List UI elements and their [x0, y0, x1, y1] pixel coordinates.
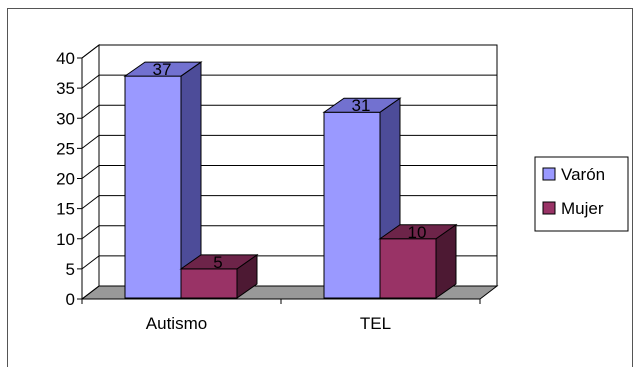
- y-tick-label: 0: [66, 290, 75, 309]
- legend-swatch-mujer: [542, 201, 556, 215]
- y-tick-label: 15: [56, 200, 75, 219]
- bar-top: [378, 224, 458, 240]
- gridline-side: [81, 74, 100, 89]
- gridline-side: [81, 225, 100, 240]
- gridline-side: [81, 134, 100, 149]
- data-label: 10: [408, 223, 427, 242]
- bar-top: [123, 61, 203, 77]
- bar-varon-autismo: [124, 75, 182, 299]
- y-tick-label: 20: [56, 170, 75, 189]
- labels: 37 5 Autismo 31 10 TEL: [146, 60, 427, 333]
- gridline-side: [81, 44, 100, 59]
- bar-mujer-tel: [379, 238, 437, 299]
- data-label: 31: [352, 96, 371, 115]
- chart-frame: 0 5 10 15 20 25 30 35 40 37 5 Autismo 31 10 TEL Varón…: [7, 8, 633, 367]
- gridline-side: [81, 195, 100, 210]
- data-label: 37: [153, 60, 172, 79]
- y-tick-label: 5: [66, 260, 75, 279]
- y-tick-label: 25: [56, 139, 75, 158]
- x-tick-label: Autismo: [146, 314, 207, 333]
- legend: Varón Mujer: [534, 156, 629, 232]
- y-tick-label: 30: [56, 109, 75, 128]
- axes: 0 5 10 15 20 25 30 35 40: [56, 49, 481, 309]
- gridline-side: [81, 255, 100, 270]
- y-tick-label: 35: [56, 79, 75, 98]
- gridline-side: [81, 104, 100, 119]
- gridline-side: [81, 285, 100, 300]
- legend-label: Varón: [561, 165, 605, 184]
- y-tick-label: 10: [56, 230, 75, 249]
- bar-top: [322, 97, 402, 113]
- bar-mujer-autismo: [180, 268, 238, 299]
- bar-chart: 0 5 10 15 20 25 30 35 40 37 5 Autismo 31 10 TEL Varón…: [56, 43, 629, 333]
- legend-swatch-varon: [542, 167, 556, 181]
- bars: [123, 61, 458, 299]
- data-label: 5: [213, 253, 222, 272]
- x-tick-label: TEL: [360, 314, 391, 333]
- bar-top: [179, 254, 259, 270]
- legend-label: Mujer: [561, 199, 604, 218]
- bar-varon-tel: [323, 111, 381, 299]
- gridline-side: [81, 165, 100, 179]
- y-tick-label: 40: [56, 49, 75, 68]
